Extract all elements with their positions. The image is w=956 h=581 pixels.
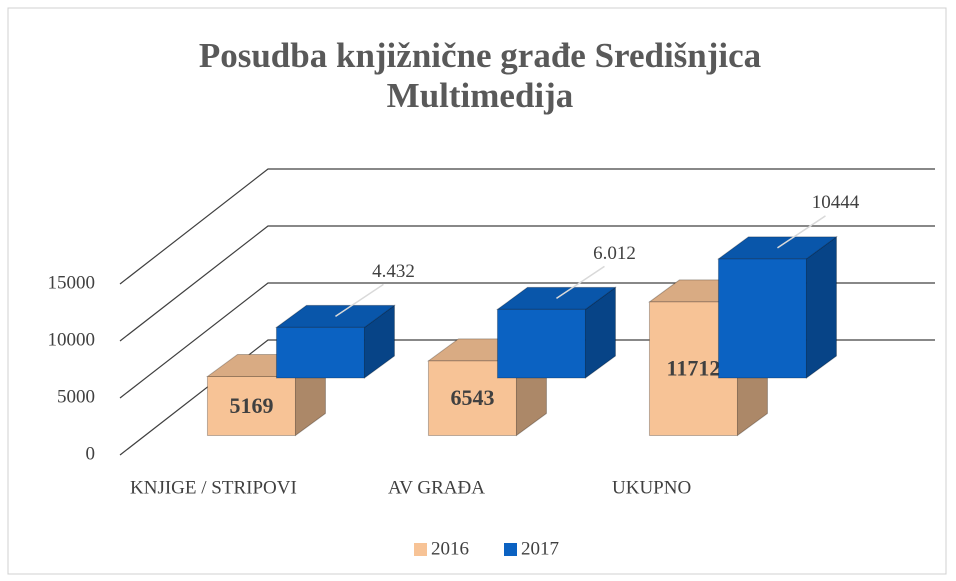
x-tick-label: UKUPNO	[612, 477, 691, 498]
frame	[7, 7, 947, 575]
leader-line	[335, 283, 384, 318]
bar-shade	[364, 305, 395, 378]
grid-line	[119, 168, 935, 285]
data-label: 5169	[229, 393, 273, 418]
data-label: 11712	[667, 356, 721, 381]
bar-face	[496, 308, 586, 379]
bar-shade	[585, 287, 616, 378]
bar	[716, 235, 838, 379]
leader-line	[777, 215, 826, 249]
bar	[495, 286, 617, 379]
bar-face	[717, 258, 807, 379]
data-label: 6543	[450, 385, 494, 410]
bar-face	[275, 326, 365, 379]
legend-swatch	[504, 543, 517, 556]
x-tick-label: KNJIGE / STRIPOVI	[130, 477, 297, 498]
data-label: 4.432	[372, 261, 415, 282]
y-tick-label: 10000	[48, 329, 96, 350]
legend-label: 2016	[431, 538, 469, 559]
grid-line	[119, 225, 935, 342]
legend-label: 2017	[521, 538, 559, 559]
x-tick-label: AV GRAĐA	[388, 477, 485, 498]
legend-swatch	[414, 543, 427, 556]
data-label: 10444	[812, 192, 860, 213]
y-tick-label: 5000	[57, 386, 95, 407]
leader-line	[556, 265, 605, 300]
y-tick-label: 15000	[48, 272, 96, 293]
chart-title: Posudba knjižnične građe Središnjica Mul…	[198, 36, 762, 115]
bar-shade	[806, 236, 837, 378]
data-label: 6.012	[593, 243, 636, 264]
y-tick-label: 0	[86, 443, 96, 464]
